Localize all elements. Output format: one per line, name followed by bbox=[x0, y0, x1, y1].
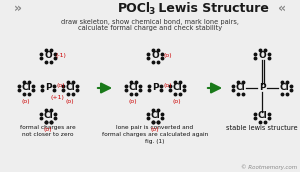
Text: Lewis Structure: Lewis Structure bbox=[154, 2, 269, 14]
Text: (o): (o) bbox=[164, 53, 172, 58]
Text: stable lewis structure: stable lewis structure bbox=[226, 125, 298, 131]
Text: (o): (o) bbox=[57, 83, 65, 89]
Text: (o): (o) bbox=[151, 126, 159, 132]
Text: Cl: Cl bbox=[150, 111, 160, 121]
Text: Cl: Cl bbox=[235, 83, 245, 93]
Text: (-1): (-1) bbox=[56, 53, 66, 58]
Text: © Rootmemory.com: © Rootmemory.com bbox=[241, 164, 297, 170]
Text: O: O bbox=[258, 51, 266, 61]
Text: POCl: POCl bbox=[118, 2, 151, 14]
Text: (o): (o) bbox=[173, 99, 181, 104]
Text: P: P bbox=[152, 83, 158, 93]
Text: Cl: Cl bbox=[257, 111, 267, 121]
Text: P: P bbox=[259, 83, 265, 93]
Text: O: O bbox=[151, 51, 159, 61]
Text: (o): (o) bbox=[129, 99, 137, 104]
Text: draw skeleton, show chemical bond, mark lone pairs,: draw skeleton, show chemical bond, mark … bbox=[61, 19, 239, 25]
Text: (o): (o) bbox=[66, 99, 74, 104]
Text: lone pair is converted and
formal charges are calculated again
fig. (1): lone pair is converted and formal charge… bbox=[102, 125, 208, 144]
Text: »: » bbox=[14, 2, 22, 14]
Text: Cl: Cl bbox=[65, 83, 75, 93]
Text: P: P bbox=[45, 83, 51, 93]
Text: (o): (o) bbox=[22, 99, 30, 104]
Text: Cl: Cl bbox=[128, 83, 138, 93]
Text: formal charges are
not closer to zero: formal charges are not closer to zero bbox=[20, 125, 76, 137]
Text: Cl: Cl bbox=[279, 83, 289, 93]
Text: (o): (o) bbox=[44, 126, 52, 132]
Text: calculate formal charge and check stability: calculate formal charge and check stabil… bbox=[78, 25, 222, 31]
Text: «: « bbox=[278, 2, 286, 14]
Text: (o): (o) bbox=[164, 83, 172, 89]
Text: (+1): (+1) bbox=[50, 95, 64, 100]
Text: Cl: Cl bbox=[21, 83, 31, 93]
Text: 3: 3 bbox=[148, 7, 154, 15]
Text: O: O bbox=[44, 51, 52, 61]
Text: Cl: Cl bbox=[172, 83, 182, 93]
Text: Cl: Cl bbox=[43, 111, 53, 121]
